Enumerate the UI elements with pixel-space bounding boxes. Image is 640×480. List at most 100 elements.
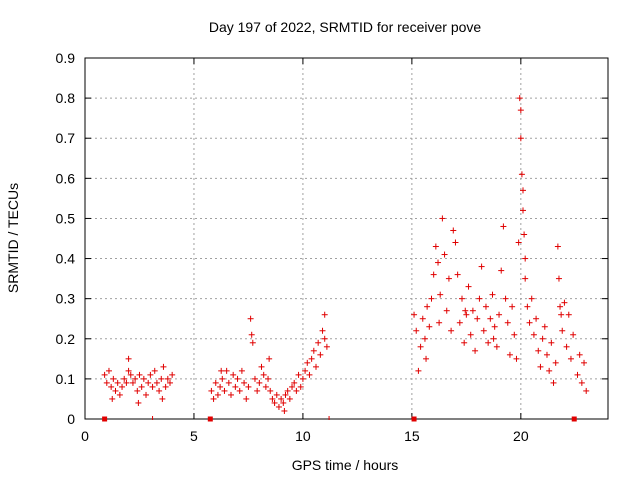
- data-point: [528, 295, 535, 302]
- data-point: [491, 323, 498, 330]
- data-point: [219, 375, 226, 382]
- data-point: [565, 311, 572, 318]
- data-point: [319, 327, 326, 334]
- data-point: [149, 383, 156, 390]
- data-point: [559, 327, 566, 334]
- y-tick-label: 0.5: [56, 210, 76, 226]
- x-tick-label: 15: [404, 428, 420, 444]
- data-point: [423, 355, 430, 362]
- data-point: [266, 355, 273, 362]
- data-point: [114, 379, 121, 386]
- data-point: [467, 331, 474, 338]
- data-point: [221, 387, 228, 394]
- data-point: [132, 375, 139, 382]
- data-point: [506, 351, 513, 358]
- data-point: [160, 363, 167, 370]
- data-point: [323, 343, 330, 350]
- x-tick-label: 5: [190, 428, 198, 444]
- data-point: [208, 387, 215, 394]
- y-tick-label: 0.3: [56, 291, 76, 307]
- data-point: [214, 391, 221, 398]
- data-point: [509, 303, 516, 310]
- data-point: [490, 335, 497, 342]
- data-point: [554, 243, 561, 250]
- data-point: [450, 227, 457, 234]
- data-point: [218, 367, 225, 374]
- data-point: [243, 395, 250, 402]
- y-axis-label: SRMTID / TECUs: [5, 183, 21, 293]
- data-point: [271, 399, 278, 406]
- data-point: [493, 343, 500, 350]
- data-point: [537, 363, 544, 370]
- data-point: [441, 251, 448, 258]
- data-point: [461, 339, 468, 346]
- data-point: [561, 299, 568, 306]
- data-point: [317, 351, 324, 358]
- data-point: [478, 263, 485, 270]
- data-point: [458, 295, 465, 302]
- data-point: [469, 307, 476, 314]
- data-point: [432, 243, 439, 250]
- plot-frame: [84, 57, 609, 420]
- x-tick-label: 20: [513, 428, 529, 444]
- chart-title: Day 197 of 2022, SRMTID for receiver pov…: [209, 19, 482, 35]
- data-point: [443, 307, 450, 314]
- y-tick-label: 0.9: [56, 50, 76, 66]
- data-point: [539, 335, 546, 342]
- data-point: [583, 387, 590, 394]
- data-point: [241, 379, 248, 386]
- data-point: [217, 383, 224, 390]
- data-point: [480, 327, 487, 334]
- data-point: [558, 311, 565, 318]
- data-point: [474, 315, 481, 322]
- data-point: [428, 295, 435, 302]
- data-point: [310, 347, 317, 354]
- data-point: [260, 371, 267, 378]
- data-point: [424, 303, 431, 310]
- data-point: [452, 239, 459, 246]
- data-point: [110, 375, 117, 382]
- axis-markers: [102, 416, 577, 422]
- data-point: [297, 383, 304, 390]
- data-point: [116, 391, 123, 398]
- data-point: [518, 171, 525, 178]
- data-point: [315, 339, 322, 346]
- data-point: [462, 307, 469, 314]
- data-point: [289, 383, 296, 390]
- data-point: [108, 383, 115, 390]
- x-tick-label: 10: [295, 428, 311, 444]
- y-tick-label: 0.1: [56, 371, 76, 387]
- data-point: [156, 387, 163, 394]
- data-point: [151, 367, 158, 374]
- data-point: [546, 367, 553, 374]
- data-point: [522, 275, 529, 282]
- data-point: [282, 391, 289, 398]
- data-point: [308, 355, 315, 362]
- data-point: [530, 331, 537, 338]
- data-point: [145, 379, 152, 386]
- data-point: [426, 323, 433, 330]
- data-point: [273, 391, 280, 398]
- data-point: [500, 223, 507, 230]
- data-point: [136, 371, 143, 378]
- data-point: [265, 375, 272, 382]
- data-point: [103, 379, 110, 386]
- data-point: [485, 339, 492, 346]
- data-point: [430, 271, 437, 278]
- data-point: [526, 319, 533, 326]
- data-point: [502, 295, 509, 302]
- data-point: [476, 295, 483, 302]
- data-point: [411, 311, 418, 318]
- axis-marker: [102, 416, 108, 422]
- data-point: [302, 367, 309, 374]
- data-point: [166, 379, 173, 386]
- data-point: [321, 311, 328, 318]
- data-point: [210, 395, 217, 402]
- data-point: [437, 291, 444, 298]
- data-point: [281, 407, 288, 414]
- data-point: [550, 379, 557, 386]
- data-point: [417, 343, 424, 350]
- y-tick-label: 0.6: [56, 170, 76, 186]
- data-point: [228, 391, 235, 398]
